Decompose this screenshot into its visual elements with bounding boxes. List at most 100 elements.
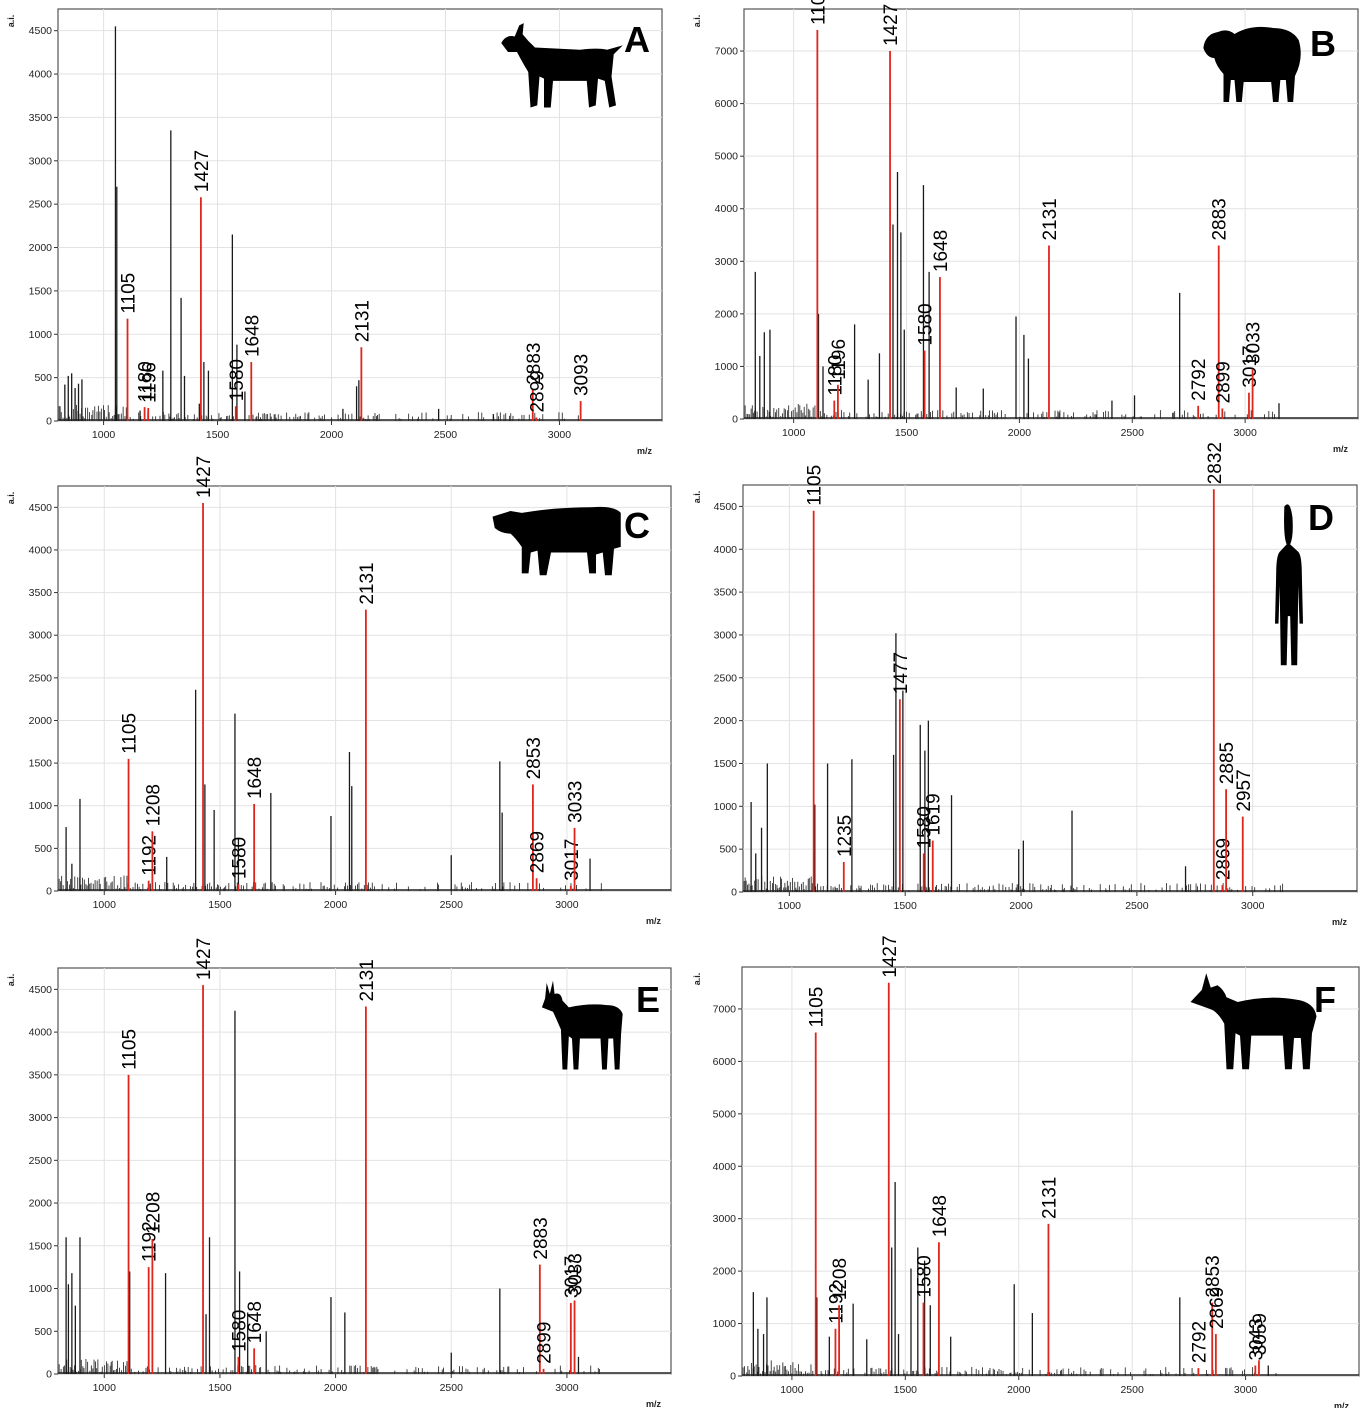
y-tick-label: 500 xyxy=(34,843,52,855)
panel-letter: B xyxy=(1310,23,1336,64)
y-tick-label: 3000 xyxy=(713,1213,737,1225)
spectrum-chart-a: 0 500 1000 1500 2000 2500 3000 3500 4000 4500 1000… xyxy=(6,8,663,456)
peak-label-2883: 2883 xyxy=(524,342,545,384)
x-axis-label: m/z xyxy=(1334,1401,1350,1408)
x-tick-label: 1000 xyxy=(93,899,117,911)
y-tick-label: 4500 xyxy=(29,984,53,996)
y-tick-label: 3000 xyxy=(714,629,738,641)
y-tick-label: 6000 xyxy=(713,1056,737,1068)
x-tick-label: 3000 xyxy=(1241,900,1265,912)
panel-letter: A xyxy=(624,19,650,60)
peak-label-1180: 1180 xyxy=(136,361,157,402)
peak-label-1180: 1180 xyxy=(825,355,846,396)
sheep-silhouette-icon xyxy=(1203,26,1301,102)
y-tick-label: 2500 xyxy=(714,672,738,684)
x-axis-label: m/z xyxy=(646,916,662,926)
x-tick-label: 1000 xyxy=(93,1382,117,1394)
peak-label-2885: 2885 xyxy=(1217,742,1238,784)
y-tick-label: 7000 xyxy=(713,1003,737,1015)
peak-label-3017: 3017 xyxy=(1240,345,1261,387)
x-tick-label: 1500 xyxy=(894,900,918,912)
peak-label-2131: 2131 xyxy=(352,300,373,342)
peak-label-2899: 2899 xyxy=(535,1322,556,1364)
x-tick-label: 1500 xyxy=(208,899,232,911)
y-tick-label: 1000 xyxy=(715,361,739,373)
y-tick-label: 1500 xyxy=(29,285,53,297)
x-tick-label: 2500 xyxy=(1120,1384,1144,1396)
y-tick-label: 3500 xyxy=(29,587,53,599)
y-axis-label: a.i. xyxy=(692,973,702,986)
peak-label-1208: 1208 xyxy=(143,784,164,826)
peak-label-2792: 2792 xyxy=(1189,359,1210,401)
peak-label-1427: 1427 xyxy=(881,4,902,46)
peak-label-2899: 2899 xyxy=(1213,361,1234,403)
y-tick-label: 2500 xyxy=(29,1155,53,1167)
x-tick-label: 2000 xyxy=(324,899,348,911)
spectrum-chart-e: 0 500 1000 1500 2000 2500 3000 3500 4000 4500 1000… xyxy=(6,938,672,1408)
x-tick-label: 2500 xyxy=(440,1382,464,1394)
y-tick-label: 0 xyxy=(730,1371,736,1383)
y-tick-label: 1000 xyxy=(714,801,738,813)
peak-label-1580: 1580 xyxy=(915,806,936,848)
y-tick-label: 2000 xyxy=(29,715,53,727)
x-tick-label: 2000 xyxy=(1009,900,1033,912)
y-tick-label: 4000 xyxy=(29,1027,53,1039)
y-tick-label: 500 xyxy=(34,372,52,384)
y-tick-label: 4000 xyxy=(713,1161,737,1173)
spectrum-panel-b: 0 1000 2000 3000 4000 5000 6000 7000 1000 1500 200… xyxy=(686,0,1366,465)
y-tick-label: 3000 xyxy=(29,630,53,642)
y-tick-label: 0 xyxy=(46,1369,52,1381)
goat-silhouette-icon xyxy=(501,23,623,108)
y-axis-label: a.i. xyxy=(6,15,16,28)
spectrum-panel-e: 0 500 1000 1500 2000 2500 3000 3500 4000 4500 1000… xyxy=(0,938,680,1408)
x-tick-label: 3000 xyxy=(555,1382,579,1394)
y-tick-label: 500 xyxy=(34,1326,52,1338)
x-tick-label: 2500 xyxy=(434,429,458,441)
y-tick-label: 0 xyxy=(732,414,738,426)
peak-label-1427: 1427 xyxy=(192,150,213,192)
x-tick-label: 1000 xyxy=(782,427,806,439)
peak-label-3017: 3017 xyxy=(562,1256,583,1298)
y-tick-label: 5000 xyxy=(713,1108,737,1120)
spectrum-noise-baseline xyxy=(744,403,1275,419)
y-tick-label: 2500 xyxy=(29,672,53,684)
x-tick-label: 1500 xyxy=(208,1382,232,1394)
y-tick-label: 2000 xyxy=(715,308,739,320)
x-tick-label: 1000 xyxy=(778,900,802,912)
x-tick-label: 3000 xyxy=(1234,1384,1258,1396)
peak-label-1192: 1192 xyxy=(140,835,161,876)
peak-label-3059: 3059 xyxy=(1250,1313,1271,1355)
y-tick-label: 1000 xyxy=(29,329,53,341)
y-tick-label: 0 xyxy=(46,416,52,428)
human-silhouette-icon xyxy=(1275,504,1303,666)
peak-label-1235: 1235 xyxy=(835,815,856,857)
peak-label-2899: 2899 xyxy=(527,370,548,412)
peak-label-1648: 1648 xyxy=(242,315,263,357)
y-tick-label: 4000 xyxy=(715,203,739,215)
y-axis-label: a.i. xyxy=(692,491,702,504)
peak-label-1580: 1580 xyxy=(229,1310,250,1352)
peak-label-1208: 1208 xyxy=(143,1192,164,1234)
y-tick-label: 4000 xyxy=(29,69,53,81)
peak-label-2869: 2869 xyxy=(1213,838,1234,880)
peak-label-1580: 1580 xyxy=(227,359,248,401)
y-tick-label: 0 xyxy=(731,887,737,899)
x-tick-label: 2000 xyxy=(324,1382,348,1394)
y-tick-label: 4500 xyxy=(714,501,738,513)
y-tick-label: 4500 xyxy=(29,25,53,37)
spectrum-chart-b: 0 1000 2000 3000 4000 5000 6000 7000 1000 1500 200… xyxy=(692,0,1359,454)
y-tick-label: 3500 xyxy=(714,587,738,599)
spectrum-chart-f: 0 1000 2000 3000 4000 5000 6000 7000 1000 1500 200… xyxy=(692,935,1360,1408)
x-tick-label: 2500 xyxy=(1121,427,1145,439)
x-axis-label: m/z xyxy=(1332,917,1348,927)
y-axis-label: a.i. xyxy=(6,974,16,987)
peak-label-1105: 1105 xyxy=(120,1029,141,1070)
y-tick-label: 1000 xyxy=(29,800,53,812)
y-tick-label: 2000 xyxy=(713,1266,737,1278)
peak-label-1196: 1196 xyxy=(829,339,850,380)
peak-label-3033: 3033 xyxy=(1244,322,1265,364)
peak-label-1648: 1648 xyxy=(931,230,952,272)
y-tick-label: 2000 xyxy=(714,715,738,727)
y-tick-label: 2000 xyxy=(29,242,53,254)
peak-label-1105: 1105 xyxy=(808,0,829,25)
